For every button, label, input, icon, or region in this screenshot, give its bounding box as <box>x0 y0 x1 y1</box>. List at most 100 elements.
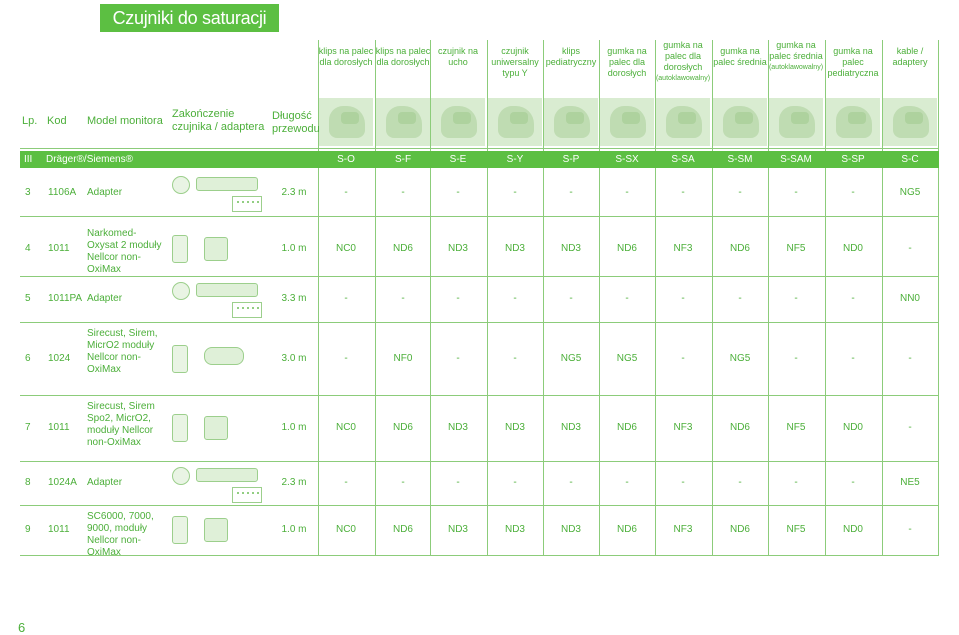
sensor-code-cell: - <box>794 477 798 488</box>
row-divider <box>20 555 939 556</box>
row-model: SC6000, 7000, 9000, moduły Nellcor non-O… <box>87 511 154 558</box>
column-divider <box>768 40 769 555</box>
sensor-code-cell: ND6 <box>616 243 637 254</box>
page-title: Czujniki do saturacji (SpO2) <box>100 4 279 56</box>
sensor-column-line2: palec średnia <box>769 51 823 61</box>
row-length: 1.0 m <box>281 243 307 254</box>
sensor-code-cell: - <box>681 352 685 364</box>
sensor-code-cell: - <box>681 477 685 488</box>
sensor-code-cell: ND3 <box>447 243 468 254</box>
sensor-photo <box>600 98 654 146</box>
sensor-code-cell: - <box>851 187 855 198</box>
sensor-code-cell: - <box>681 187 685 198</box>
sensor-code-cell: NC0 <box>335 524 356 535</box>
plug-icon <box>204 237 228 261</box>
sensor-column-line1: czujnik uniwersalny <box>491 46 539 67</box>
row-kod: 1106A <box>48 187 77 198</box>
sensor-photo <box>544 98 598 146</box>
row-lp: 3 <box>25 187 31 198</box>
sensor-code-cell: NF0 <box>393 352 413 364</box>
sensor-photo <box>431 98 485 146</box>
sensor-photo <box>826 98 880 146</box>
sensor-column-line2: dla dorosłych <box>376 57 430 67</box>
sensor-code-cell: - <box>344 352 348 364</box>
sensor-code-cell: - <box>738 293 742 304</box>
sensor-column-note: (autoklawowalny) <box>655 75 711 82</box>
sensor-column-line1: gumka na palec dla <box>607 46 647 67</box>
sensor-code-cell: ND3 <box>560 524 581 535</box>
connector-icon <box>172 235 188 263</box>
sensor-code-cell: - <box>401 187 405 198</box>
adapter-cable-icon <box>196 468 258 482</box>
sensor-code-cell: ND0 <box>842 524 863 535</box>
sensor-code-cell: NC0 <box>335 422 356 433</box>
sensor-code-cell: - <box>344 477 348 488</box>
sensor-column-header: gumka na palec pediatryczna <box>825 46 881 106</box>
group-code: S-SAM <box>780 154 812 165</box>
row-divider <box>20 505 939 506</box>
row-kod: 1024 <box>48 352 71 364</box>
row-model: Adapter <box>87 477 123 488</box>
column-divider <box>487 40 488 555</box>
sensor-column-header: klips na palec dla dorosłych <box>318 46 374 106</box>
group-code: S-Y <box>506 154 524 165</box>
sensor-column-line1: kable / <box>896 46 924 56</box>
sensor-code-cell: - <box>794 352 798 364</box>
sensor-code-cell: - <box>794 293 798 304</box>
group-code: S-O <box>337 154 355 165</box>
sensor-code-cell: ND3 <box>447 422 468 433</box>
sensor-column-line2: dla dorosłych <box>319 57 373 67</box>
sensor-column-line1: gumka na <box>776 40 816 50</box>
row-divider <box>20 216 939 217</box>
adapter-cable-icon <box>196 283 258 297</box>
row-lp: 5 <box>25 293 31 304</box>
sensor-code-cell: - <box>908 524 912 535</box>
group-code: S-P <box>562 154 580 165</box>
sensor-code-cell: - <box>513 477 517 488</box>
row-model: Adapter <box>87 293 123 304</box>
sensor-code-cell: - <box>513 187 517 198</box>
plug-icon <box>204 346 244 365</box>
row-kod: 1011PA <box>48 293 83 304</box>
sensor-code-cell: NF3 <box>673 422 693 433</box>
sensor-code-cell: - <box>681 293 685 304</box>
sensor-code-cell: NF5 <box>786 422 806 433</box>
row-length: 3.3 m <box>281 293 307 304</box>
sensor-code-cell: - <box>456 187 460 198</box>
sensor-column-header: gumka na palec średnia <box>712 46 768 106</box>
row-kod: 1024A <box>48 477 77 488</box>
sensor-code-cell: - <box>401 477 405 488</box>
sensor-code-cell: - <box>851 293 855 304</box>
page-number: 6 <box>18 620 26 635</box>
group-lp: III <box>24 154 33 165</box>
sensor-code-cell: - <box>908 243 912 254</box>
sensor-code-cell: ND3 <box>560 243 581 254</box>
column-divider <box>375 40 376 555</box>
group-band: III Dräger®/Siemens® S-O S-F S-E S-Y S-P S-SX… <box>20 151 939 168</box>
row-model: Sirecust, Sirem Spo2, MicrO2, moduły Nel… <box>87 401 155 448</box>
sensor-column-line2: dorosłych <box>607 68 647 78</box>
row-lp: 8 <box>25 477 31 488</box>
row-kod: 1011 <box>48 524 70 535</box>
column-divider <box>825 40 826 555</box>
sensor-photo <box>376 98 430 146</box>
header-model: Model monitora <box>87 115 163 127</box>
sensor-photo <box>713 98 767 146</box>
sensor-code-cell: ND6 <box>729 243 750 254</box>
connector-icon <box>172 516 188 544</box>
sensor-column-header: kable / adaptery <box>882 46 938 106</box>
sensor-code-cell: NF5 <box>786 243 806 254</box>
row-length: 1.0 m <box>281 422 307 433</box>
sensor-column-line2: palec średnia <box>713 57 767 67</box>
sensor-code-cell: NG5 <box>616 352 638 364</box>
row-length: 2.3 m <box>281 477 307 488</box>
sensor-column-line1: gumka na palec <box>833 46 873 67</box>
sensor-code-cell: - <box>908 352 912 364</box>
group-code: S-SA <box>671 154 695 165</box>
sensor-column-header: gumka na palec dla dorosłych <box>599 46 655 106</box>
sensor-code-cell: - <box>625 293 629 304</box>
sensor-column-header: gumka na palec średnia (autoklawowalny) <box>768 40 824 100</box>
sensor-code-cell: - <box>456 477 460 488</box>
column-divider <box>712 40 713 555</box>
sensor-code-cell: - <box>794 187 798 198</box>
